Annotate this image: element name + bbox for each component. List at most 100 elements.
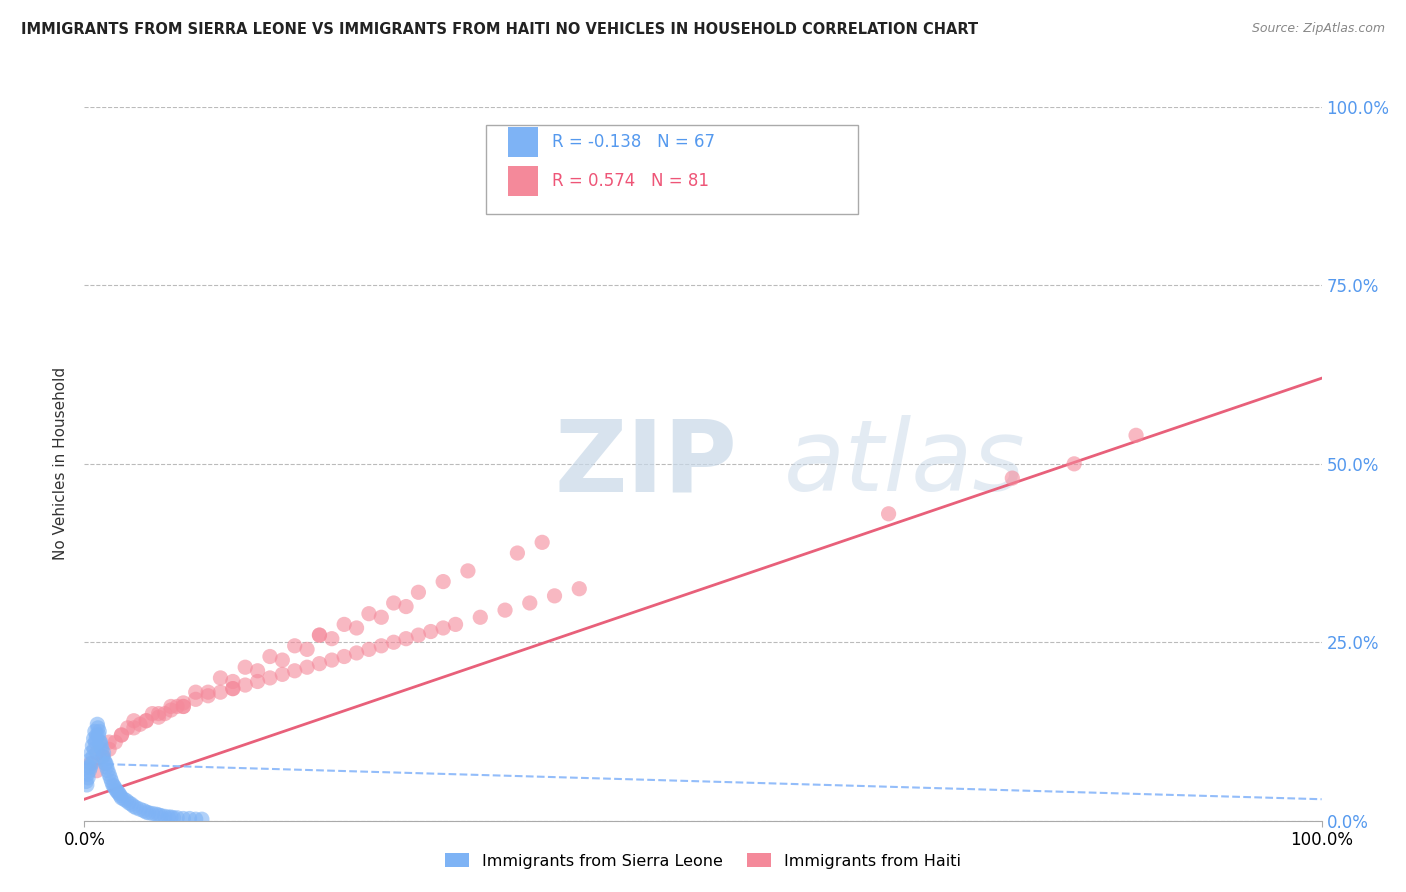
FancyBboxPatch shape bbox=[486, 125, 858, 214]
Point bbox=[141, 706, 163, 721]
Point bbox=[160, 703, 183, 717]
Point bbox=[148, 710, 170, 724]
Point bbox=[166, 811, 188, 825]
Point bbox=[94, 756, 117, 771]
Text: Source: ZipAtlas.com: Source: ZipAtlas.com bbox=[1251, 22, 1385, 36]
Point bbox=[77, 760, 100, 774]
Text: R = 0.574   N = 81: R = 0.574 N = 81 bbox=[553, 172, 709, 190]
Point bbox=[172, 699, 194, 714]
Point bbox=[432, 621, 454, 635]
Point bbox=[184, 692, 207, 706]
Point bbox=[82, 739, 104, 753]
Point bbox=[86, 728, 108, 742]
Point bbox=[494, 603, 516, 617]
Point bbox=[432, 574, 454, 589]
Point bbox=[80, 746, 103, 760]
Point bbox=[83, 731, 105, 746]
Point bbox=[79, 764, 101, 778]
Point bbox=[295, 642, 318, 657]
Point bbox=[141, 806, 163, 821]
Point bbox=[357, 642, 380, 657]
Point bbox=[197, 689, 219, 703]
Bar bbox=[508, 166, 538, 195]
Point bbox=[395, 599, 418, 614]
Text: R = -0.138   N = 67: R = -0.138 N = 67 bbox=[553, 133, 716, 151]
Point bbox=[444, 617, 467, 632]
Point bbox=[209, 685, 232, 699]
Point bbox=[86, 717, 108, 731]
Point bbox=[107, 785, 129, 799]
Point bbox=[98, 742, 121, 756]
Point bbox=[125, 801, 148, 815]
Point bbox=[346, 646, 368, 660]
Point bbox=[259, 671, 281, 685]
Point bbox=[457, 564, 479, 578]
Point bbox=[166, 699, 188, 714]
Point bbox=[87, 721, 110, 735]
Point bbox=[333, 617, 356, 632]
Point bbox=[93, 746, 115, 760]
Point bbox=[98, 735, 121, 749]
Point bbox=[110, 789, 132, 803]
Point bbox=[93, 753, 115, 767]
Text: atlas: atlas bbox=[783, 416, 1025, 512]
Point bbox=[370, 639, 392, 653]
Point bbox=[157, 810, 180, 824]
Point bbox=[122, 799, 145, 814]
Point bbox=[104, 781, 127, 796]
Point bbox=[382, 596, 405, 610]
Point bbox=[110, 728, 132, 742]
Point bbox=[86, 764, 108, 778]
Point bbox=[98, 771, 121, 785]
Point bbox=[271, 653, 294, 667]
Point bbox=[308, 628, 330, 642]
Point bbox=[271, 667, 294, 681]
Point bbox=[77, 771, 100, 785]
Point bbox=[153, 809, 176, 823]
Point bbox=[162, 811, 184, 825]
Point bbox=[96, 760, 118, 774]
Point bbox=[197, 685, 219, 699]
Point bbox=[76, 778, 98, 792]
Point bbox=[233, 660, 256, 674]
Point bbox=[295, 660, 318, 674]
Point bbox=[117, 721, 139, 735]
Legend: Immigrants from Sierra Leone, Immigrants from Haiti: Immigrants from Sierra Leone, Immigrants… bbox=[439, 847, 967, 875]
Point bbox=[138, 805, 160, 820]
Point bbox=[153, 706, 176, 721]
Point bbox=[321, 632, 343, 646]
Point bbox=[222, 681, 245, 696]
Point bbox=[1125, 428, 1147, 442]
Point bbox=[357, 607, 380, 621]
Point bbox=[79, 760, 101, 774]
Point bbox=[97, 764, 120, 778]
Point bbox=[222, 681, 245, 696]
Point bbox=[90, 742, 112, 756]
Text: ZIP: ZIP bbox=[554, 416, 737, 512]
Point bbox=[94, 756, 117, 771]
Point bbox=[333, 649, 356, 664]
Point bbox=[209, 671, 232, 685]
Point bbox=[1001, 471, 1024, 485]
Point bbox=[91, 749, 114, 764]
Text: IMMIGRANTS FROM SIERRA LEONE VS IMMIGRANTS FROM HAITI NO VEHICLES IN HOUSEHOLD C: IMMIGRANTS FROM SIERRA LEONE VS IMMIGRAN… bbox=[21, 22, 979, 37]
Point bbox=[284, 664, 307, 678]
Point bbox=[89, 724, 111, 739]
Point bbox=[408, 628, 430, 642]
Point bbox=[233, 678, 256, 692]
Point bbox=[419, 624, 441, 639]
Point bbox=[308, 628, 330, 642]
Point bbox=[112, 792, 135, 806]
Point bbox=[98, 767, 121, 781]
Point bbox=[543, 589, 565, 603]
Point bbox=[179, 812, 201, 826]
Point bbox=[172, 696, 194, 710]
Point bbox=[91, 749, 114, 764]
Point bbox=[110, 728, 132, 742]
Bar bbox=[508, 128, 538, 157]
Point bbox=[259, 649, 281, 664]
Point bbox=[184, 685, 207, 699]
Point bbox=[79, 756, 101, 771]
Point bbox=[246, 664, 269, 678]
Point bbox=[86, 746, 108, 760]
